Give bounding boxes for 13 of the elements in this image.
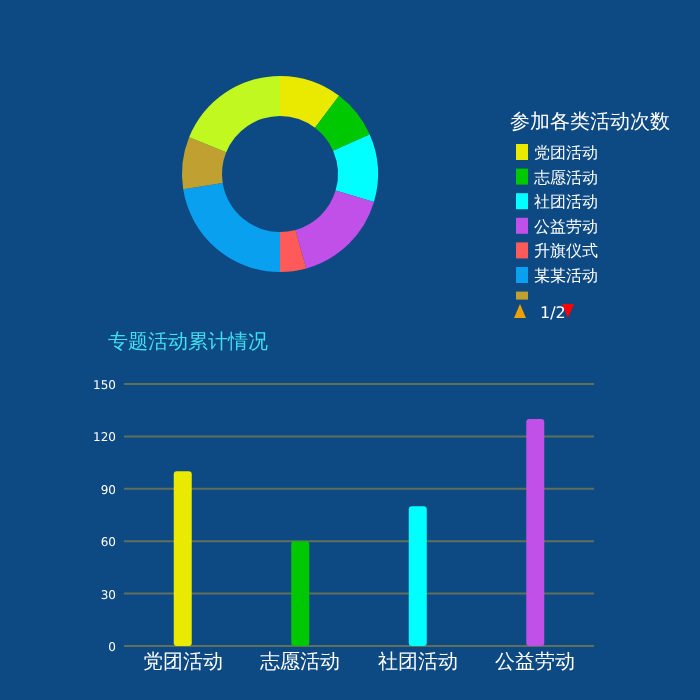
legend-label: 志愿活动 — [534, 168, 598, 187]
legend-title: 参加各类活动次数 — [510, 110, 670, 134]
legend-label: 公益劳动 — [534, 217, 598, 236]
x-tick-label: 志愿活动 — [260, 650, 341, 674]
x-tick-label: 社团活动 — [377, 650, 458, 674]
x-tick-label: 党团活动 — [142, 650, 223, 674]
x-tick-label: 公益劳动 — [495, 650, 576, 674]
chart-title: 专题活动累计情况 — [108, 330, 268, 354]
legend-label: 某某活动 — [534, 267, 598, 285]
legend-label: 社团活动 — [534, 193, 598, 212]
text: 1/2 — [540, 304, 566, 322]
legend-label: 党团活动 — [534, 144, 598, 162]
legend-label: 升旗仪式 — [534, 242, 598, 261]
